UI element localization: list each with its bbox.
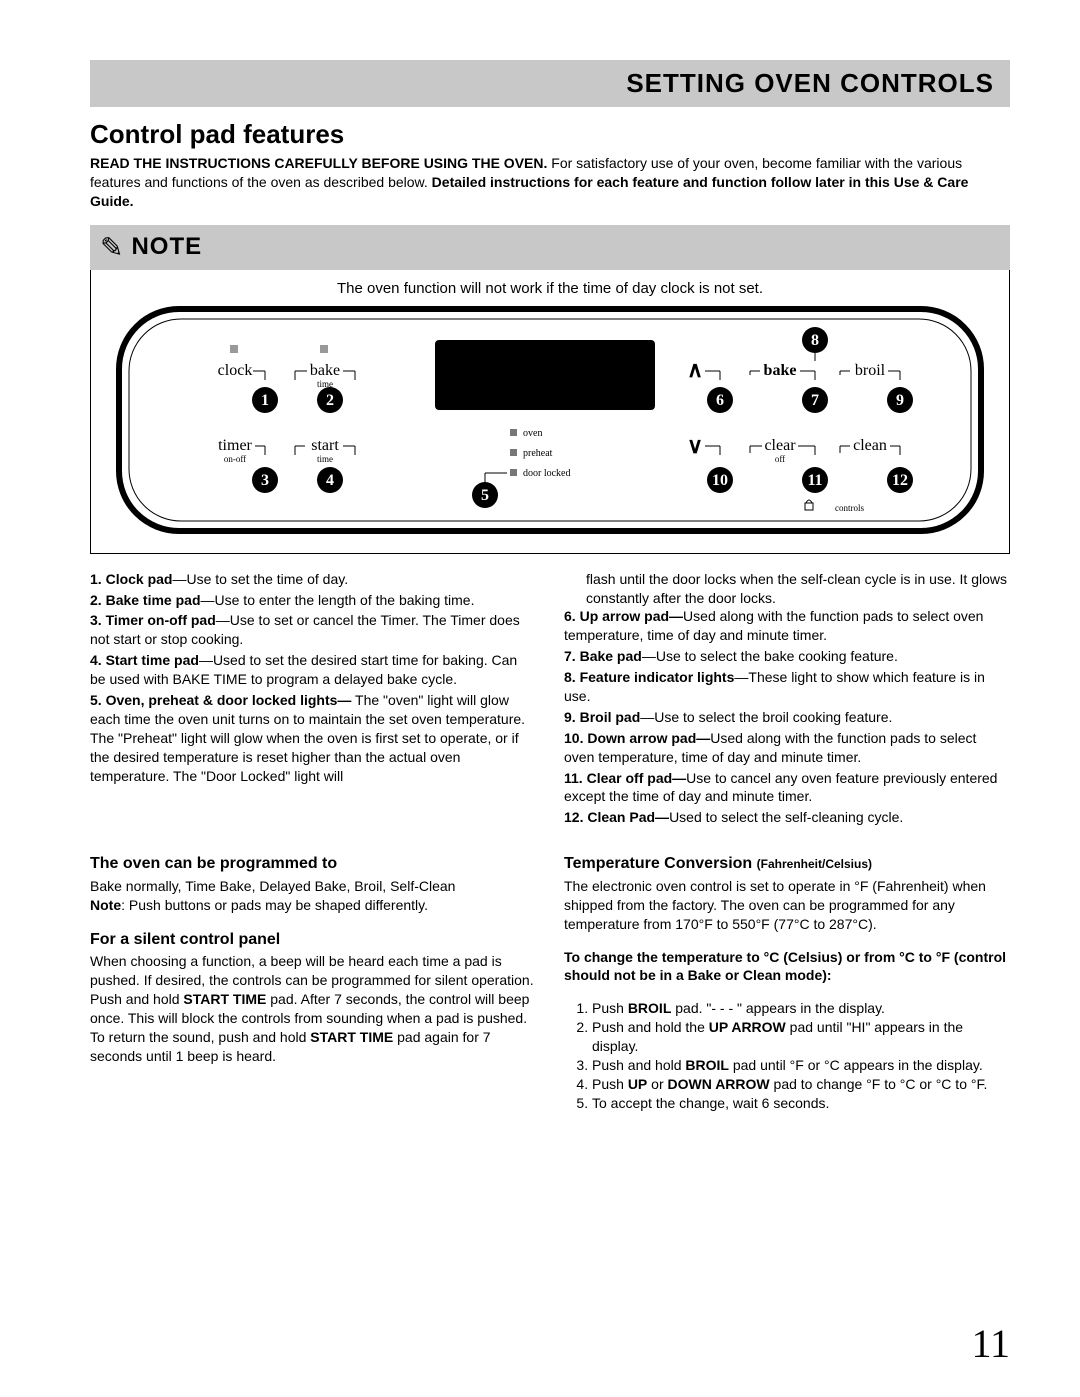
list-item: 7. Bake pad—Use to select the bake cooki…	[564, 647, 1010, 666]
list-item: 3. Timer on-off pad—Use to set or cancel…	[90, 611, 536, 649]
svg-text:8: 8	[811, 332, 819, 349]
svg-text:5: 5	[481, 487, 489, 504]
list-item: 6. Up arrow pad—Used along with the func…	[564, 607, 1010, 645]
silent-heading: For a silent control panel	[90, 929, 536, 951]
svg-text:oven: oven	[523, 428, 542, 439]
temp-text: The electronic oven control is set to op…	[564, 877, 1010, 934]
svg-text:start: start	[311, 437, 339, 454]
list-item: 2. Bake time pad—Use to enter the length…	[90, 591, 536, 610]
svg-text:door locked: door locked	[523, 468, 571, 479]
feature-list-right: 6. Up arrow pad—Used along with the func…	[564, 607, 1010, 827]
list-item: 8. Feature indicator lights—These light …	[564, 668, 1010, 706]
temp-steps: Push BROIL pad. "- - - " appears in the …	[564, 999, 1010, 1112]
intro-bold-1: READ THE INSTRUCTIONS CAREFULLY BEFORE U…	[90, 155, 547, 171]
list-item: 4. Start time pad—Used to set the desire…	[90, 651, 536, 689]
list-right-continuation: flash until the door locks when the self…	[586, 570, 1010, 608]
svg-text:bake: bake	[764, 362, 797, 379]
list-item: 10. Down arrow pad—Used along with the f…	[564, 729, 1010, 767]
list-item: 9. Broil pad—Use to select the broil coo…	[564, 708, 1010, 727]
list-item: 11. Clear off pad—Use to cancel any oven…	[564, 769, 1010, 807]
svg-text:9: 9	[896, 392, 904, 409]
svg-text:4: 4	[326, 472, 334, 489]
svg-text:off: off	[775, 454, 785, 464]
note-box: The oven function will not work if the t…	[90, 270, 1010, 554]
svg-text:broil: broil	[855, 362, 886, 379]
svg-text:controls: controls	[835, 503, 864, 513]
svg-text:clock: clock	[218, 362, 253, 379]
silent-text: When choosing a function, a beep will be…	[90, 952, 536, 1065]
svg-text:time: time	[317, 454, 333, 464]
step-item: Push UP or DOWN ARROW pad to change °F t…	[592, 1075, 1010, 1094]
feature-list-left: 1. Clock pad—Use to set the time of day.…	[90, 570, 536, 786]
svg-text:11: 11	[807, 472, 822, 489]
step-item: Push BROIL pad. "- - - " appears in the …	[592, 999, 1010, 1018]
svg-text:on-off: on-off	[224, 454, 246, 464]
svg-text:clean: clean	[853, 437, 887, 454]
step-item: Push and hold BROIL pad until °F or °C a…	[592, 1056, 1010, 1075]
programmed-heading: The oven can be programmed to	[90, 853, 536, 875]
list-item: 1. Clock pad—Use to set the time of day.	[90, 570, 536, 589]
programmed-text: Bake normally, Time Bake, Delayed Bake, …	[90, 877, 536, 915]
temp-heading: Temperature Conversion (Fahrenheit/Celsi…	[564, 853, 1010, 875]
svg-text:12: 12	[892, 472, 908, 489]
svg-text:∧: ∧	[687, 357, 703, 382]
list-item: 12. Clean Pad—Used to select the self-cl…	[564, 808, 1010, 827]
step-item: Push and hold the UP ARROW pad until "HI…	[592, 1018, 1010, 1056]
pushpin-icon: ✎	[100, 231, 123, 264]
svg-text:6: 6	[716, 392, 724, 409]
svg-text:2: 2	[326, 392, 334, 409]
header-bar: SETTING OVEN CONTROLS	[90, 60, 1010, 107]
section-subtitle: Control pad features	[90, 119, 1010, 150]
svg-text:preheat: preheat	[523, 448, 553, 459]
svg-text:1: 1	[261, 392, 269, 409]
control-panel-diagram: clock bake time 1 2 timer on-off start t…	[105, 305, 995, 535]
page-number: 11	[971, 1320, 1010, 1367]
svg-text:3: 3	[261, 472, 269, 489]
note-label: NOTE	[131, 233, 202, 261]
intro-text: READ THE INSTRUCTIONS CAREFULLY BEFORE U…	[90, 154, 1010, 211]
page-title: SETTING OVEN CONTROLS	[626, 68, 994, 98]
note-text: The oven function will not work if the t…	[105, 280, 995, 297]
list-item: 5. Oven, preheat & door locked lights— T…	[90, 691, 536, 785]
note-bar: ✎ NOTE	[90, 225, 1010, 270]
svg-text:10: 10	[712, 472, 728, 489]
svg-text:clear: clear	[764, 437, 796, 454]
svg-text:7: 7	[811, 392, 819, 409]
step-item: To accept the change, wait 6 seconds.	[592, 1094, 1010, 1113]
svg-text:bake: bake	[310, 362, 340, 379]
svg-text:∨: ∨	[687, 433, 703, 458]
temp-change-bold: To change the temperature to °C (Celsius…	[564, 948, 1010, 986]
svg-text:timer: timer	[218, 437, 252, 454]
